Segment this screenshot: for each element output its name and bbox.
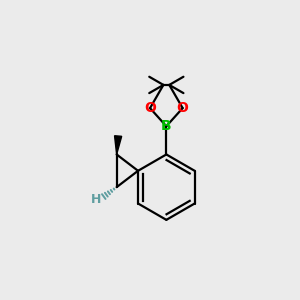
Text: O: O [177, 101, 189, 115]
Text: O: O [144, 101, 156, 115]
Polygon shape [115, 136, 122, 154]
Text: B: B [161, 119, 172, 133]
Text: H: H [91, 194, 101, 206]
